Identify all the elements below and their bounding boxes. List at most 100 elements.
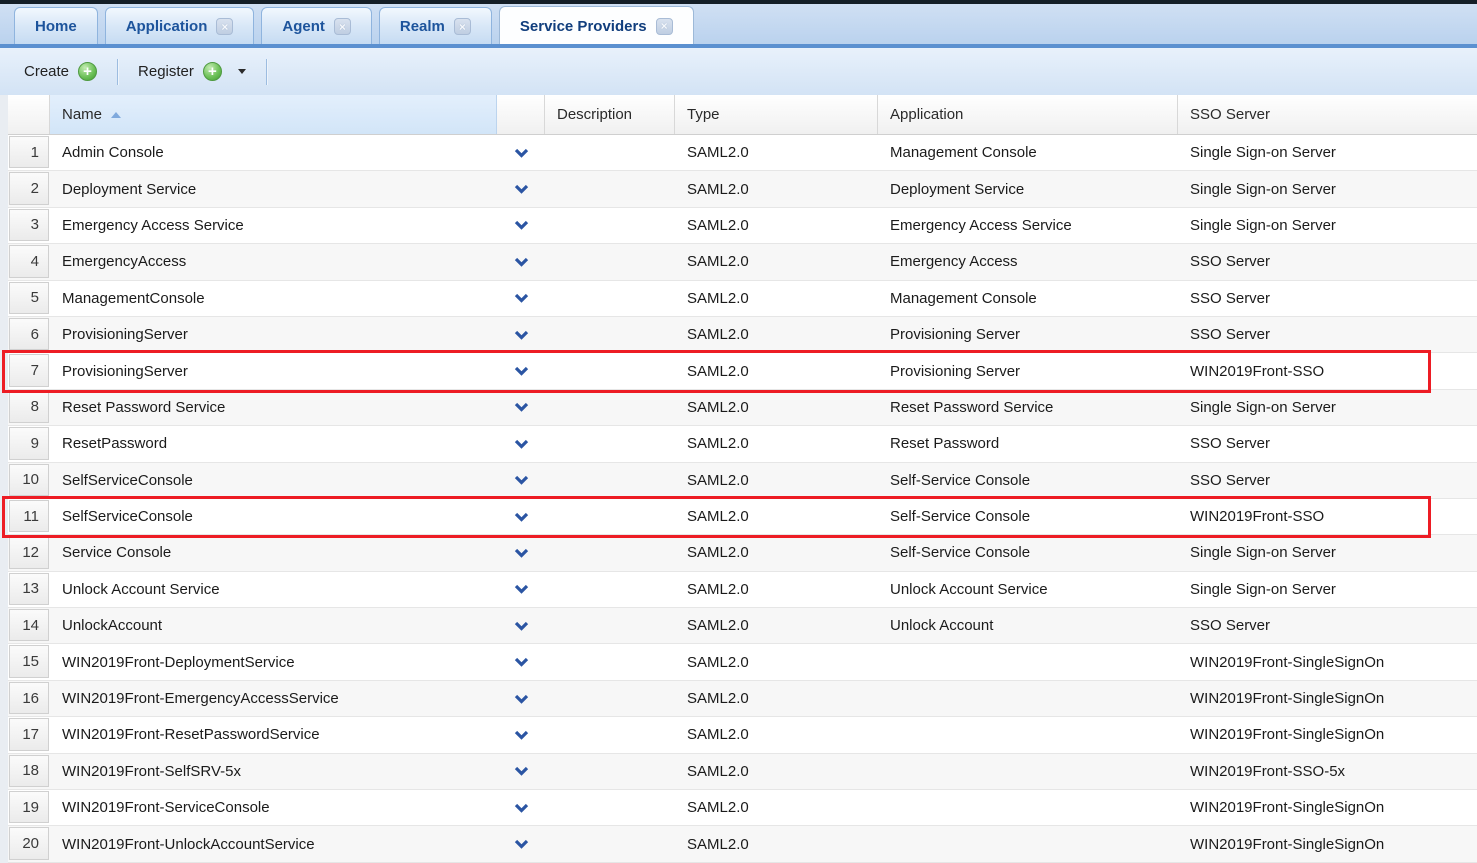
chevron-down-icon[interactable] bbox=[514, 548, 529, 558]
chevron-down-icon[interactable] bbox=[514, 512, 529, 522]
chevron-down-icon[interactable] bbox=[514, 839, 529, 849]
table-row[interactable]: 20 WIN2019Front-UnlockAccountService SAM… bbox=[8, 826, 1477, 863]
chevron-down-icon[interactable] bbox=[514, 621, 529, 631]
chevron-down-icon[interactable] bbox=[514, 766, 529, 777]
sso-server-cell: WIN2019Front-SingleSignOn bbox=[1190, 835, 1385, 853]
table-row[interactable]: 4 EmergencyAccess SAML2.0 Emergency Acce… bbox=[8, 244, 1477, 281]
table-row[interactable]: 2 Deployment Service SAML2.0 Deployment … bbox=[8, 171, 1477, 208]
chevron-down-icon[interactable] bbox=[514, 803, 529, 813]
chevron-down-icon[interactable] bbox=[514, 584, 529, 595]
type-cell: SAML2.0 bbox=[687, 835, 749, 853]
register-button[interactable]: Register + bbox=[138, 62, 246, 81]
close-icon[interactable]: × bbox=[333, 18, 351, 35]
description-cell bbox=[545, 317, 675, 352]
table-row[interactable]: 17 WIN2019Front-ResetPasswordService SAM… bbox=[8, 717, 1477, 754]
sso-server-cell: Single Sign-on Server bbox=[1190, 580, 1336, 598]
application-cell: Provisioning Server bbox=[890, 362, 1021, 380]
name-cell: Admin Console bbox=[62, 144, 164, 162]
chevron-down-icon[interactable] bbox=[514, 475, 529, 485]
close-icon[interactable]: × bbox=[453, 18, 471, 35]
chevron-down-icon[interactable] bbox=[514, 293, 529, 304]
type-cell: SAML2.0 bbox=[687, 580, 749, 598]
row-number-cell: 3 bbox=[8, 208, 50, 243]
table-row[interactable]: 6 ProvisioningServer SAML2.0 Provisionin… bbox=[8, 316, 1477, 354]
sso-server-cell: WIN2019Front-SingleSignOn bbox=[1190, 690, 1385, 708]
column-header-application[interactable]: Application bbox=[878, 95, 1178, 134]
table-row[interactable]: 1 Admin Console SAML2.0 Management Conso… bbox=[8, 135, 1477, 172]
tab-agent[interactable]: Agent × bbox=[261, 7, 372, 45]
table-row[interactable]: 11 SelfServiceConsole SAML2.0 Self-Servi… bbox=[8, 498, 1477, 536]
close-icon[interactable]: × bbox=[216, 18, 234, 35]
column-header-name[interactable]: Name bbox=[50, 95, 497, 134]
sso-server-cell: Single Sign-on Server bbox=[1190, 180, 1336, 198]
toolbar-separator bbox=[117, 58, 119, 85]
type-cell: SAML2.0 bbox=[687, 799, 749, 817]
row-number-column-header bbox=[8, 95, 50, 134]
chevron-down-icon[interactable] bbox=[514, 366, 529, 376]
table-row[interactable]: 19 WIN2019Front-ServiceConsole SAML2.0 W… bbox=[8, 790, 1477, 827]
table-row[interactable]: 13 Unlock Account Service SAML2.0 Unlock… bbox=[8, 571, 1477, 609]
column-header-type[interactable]: Type bbox=[675, 95, 878, 134]
left-gutter bbox=[0, 95, 8, 863]
table-row[interactable]: 16 WIN2019Front-EmergencyAccessService S… bbox=[8, 680, 1477, 718]
actions-cell bbox=[497, 244, 545, 279]
row-number-cell: 17 bbox=[8, 717, 50, 752]
table-row[interactable]: 12 Service Console SAML2.0 Self-Service … bbox=[8, 535, 1477, 572]
name-cell: Unlock Account Service bbox=[62, 580, 220, 598]
actions-cell bbox=[497, 353, 545, 388]
chevron-down-icon[interactable] bbox=[514, 184, 529, 194]
window-top-strip bbox=[0, 0, 1477, 4]
name-cell: SelfServiceConsole bbox=[62, 508, 193, 526]
chevron-down-icon[interactable] bbox=[514, 402, 529, 413]
table-row[interactable]: 14 UnlockAccount SAML2.0 Unlock Account … bbox=[8, 608, 1477, 645]
table-row[interactable]: 10 SelfServiceConsole SAML2.0 Self-Servi… bbox=[8, 462, 1477, 499]
close-icon[interactable]: × bbox=[655, 17, 673, 35]
dropdown-caret-icon[interactable] bbox=[237, 69, 246, 74]
tab-service-providers[interactable]: Service Providers × bbox=[498, 6, 694, 45]
actions-cell bbox=[497, 535, 545, 570]
create-button[interactable]: Create + bbox=[24, 62, 98, 81]
sso-server-cell: Single Sign-on Server bbox=[1190, 144, 1336, 162]
chevron-down-icon[interactable] bbox=[514, 257, 529, 267]
tab-application[interactable]: Application × bbox=[104, 7, 255, 45]
chevron-down-icon[interactable] bbox=[514, 148, 529, 158]
actions-cell bbox=[497, 499, 545, 534]
table-row[interactable]: 18 WIN2019Front-SelfSRV-5x SAML2.0 WIN20… bbox=[8, 753, 1477, 791]
service-providers-table: Name Description Type Application SSO Se… bbox=[2, 95, 1477, 863]
actions-cell bbox=[497, 754, 545, 789]
application-cell: Management Console bbox=[890, 144, 1037, 162]
tab-strip: Home Application × Agent × Realm × Servi… bbox=[14, 6, 694, 45]
add-icon: + bbox=[78, 62, 98, 81]
table-row[interactable]: 5 ManagementConsole SAML2.0 Management C… bbox=[8, 280, 1477, 317]
toolbar: Create + Register + bbox=[0, 48, 1477, 95]
name-cell: WIN2019Front-EmergencyAccessService bbox=[62, 690, 339, 708]
tab-home[interactable]: Home bbox=[14, 7, 98, 45]
sso-server-cell: SSO Server bbox=[1190, 471, 1271, 489]
type-cell: SAML2.0 bbox=[687, 253, 749, 271]
application-cell: Self-Service Console bbox=[890, 508, 1031, 526]
chevron-down-icon[interactable] bbox=[514, 220, 529, 231]
table-row[interactable]: 15 WIN2019Front-DeploymentService SAML2.… bbox=[8, 644, 1477, 681]
type-cell: SAML2.0 bbox=[687, 508, 749, 526]
table-row[interactable]: 8 Reset Password Service SAML2.0 Reset P… bbox=[8, 389, 1477, 427]
column-header-sso-server[interactable]: SSO Server bbox=[1190, 106, 1271, 123]
column-header-description[interactable]: Description bbox=[545, 95, 675, 134]
chevron-down-icon[interactable] bbox=[514, 439, 529, 449]
actions-cell bbox=[497, 208, 545, 243]
register-button-label: Register bbox=[138, 63, 194, 80]
table-row[interactable]: 7 ProvisioningServer SAML2.0 Provisionin… bbox=[8, 353, 1477, 390]
table-row[interactable]: 9 ResetPassword SAML2.0 Reset Password S… bbox=[8, 426, 1477, 463]
chevron-down-icon[interactable] bbox=[514, 730, 529, 740]
chevron-down-icon[interactable] bbox=[514, 657, 529, 667]
table-row[interactable]: 3 Emergency Access Service SAML2.0 Emerg… bbox=[8, 207, 1477, 245]
description-cell bbox=[545, 390, 675, 425]
tab-realm[interactable]: Realm × bbox=[378, 7, 492, 45]
chevron-down-icon[interactable] bbox=[514, 694, 529, 704]
application-cell: Self-Service Console bbox=[890, 471, 1031, 489]
toolbar-separator bbox=[265, 58, 267, 85]
chevron-down-icon[interactable] bbox=[514, 330, 529, 340]
sso-server-cell: WIN2019Front-SingleSignOn bbox=[1190, 726, 1385, 744]
row-number-cell: 9 bbox=[8, 426, 50, 461]
name-cell: WIN2019Front-DeploymentService bbox=[62, 653, 295, 671]
type-cell: SAML2.0 bbox=[687, 726, 749, 744]
